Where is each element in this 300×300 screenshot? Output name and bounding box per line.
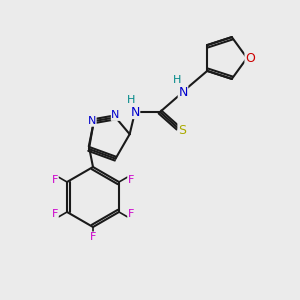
Text: H: H [127,95,135,105]
Text: N: N [111,110,120,120]
Text: F: F [128,209,134,219]
Text: F: F [52,209,58,219]
Text: H: H [173,75,181,85]
Text: O: O [245,52,255,64]
Text: F: F [128,175,134,185]
Text: F: F [90,232,96,242]
Text: F: F [52,175,58,185]
Text: S: S [178,124,186,136]
Text: N: N [178,85,188,98]
Text: N: N [130,106,140,118]
Text: N: N [88,116,96,126]
